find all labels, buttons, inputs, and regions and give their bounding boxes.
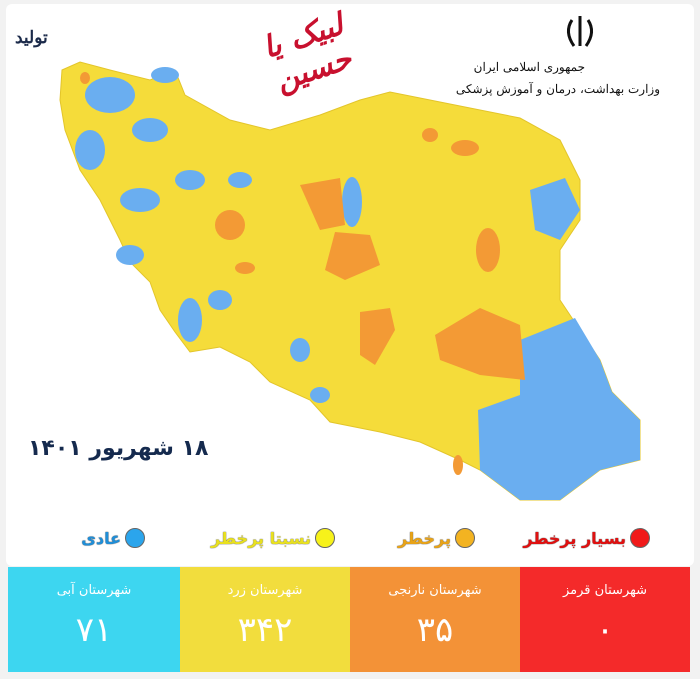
infographic-card xyxy=(6,4,694,566)
legend-label: پرخطر xyxy=(397,528,451,548)
count-label: شهرستان زرد xyxy=(227,583,303,598)
count-value: ۰ xyxy=(595,610,615,650)
legend-label: عادی xyxy=(81,528,121,548)
red-dot-icon xyxy=(630,528,650,548)
producer-logo: تولید xyxy=(15,28,48,48)
iran-risk-map xyxy=(59,61,641,501)
count-value: ۳۴۲ xyxy=(237,610,293,650)
count-orange: شهرستان نارنجی ۳۵ xyxy=(350,567,520,672)
blue-dot-icon xyxy=(125,528,145,548)
header-line-1: جمهوری اسلامی ایران xyxy=(473,60,585,74)
legend-label: نسبتا پرخطر xyxy=(211,528,311,548)
count-blue: شهرستان آبی ۷۱ xyxy=(8,567,180,672)
legend-moderate-risk: نسبتا پرخطر xyxy=(211,528,335,548)
count-label: شهرستان قرمز xyxy=(562,583,648,598)
legend-very-high-risk: بسیار پرخطر xyxy=(523,528,650,548)
legend-label: بسیار پرخطر xyxy=(523,528,626,548)
count-value: ۳۵ xyxy=(416,610,454,650)
count-value: ۷۱ xyxy=(75,610,113,650)
low-risk-regions xyxy=(75,67,640,500)
legend-normal: عادی xyxy=(81,528,145,548)
orange-dot-icon xyxy=(455,528,475,548)
yellow-dot-icon xyxy=(315,528,335,548)
iran-emblem-logo xyxy=(567,16,593,47)
count-yellow: شهرستان زرد ۳۴۲ xyxy=(180,567,350,672)
legend-high-risk: پرخطر xyxy=(398,528,475,548)
count-label: شهرستان آبی xyxy=(56,583,132,598)
header-line-2: وزارت بهداشت، درمان و آموزش پزشکی xyxy=(455,82,660,96)
high-risk-regions xyxy=(80,72,525,475)
count-label: شهرستان نارنجی xyxy=(388,583,482,598)
date-label: ۱۸ شهریور ۱۴۰۱ xyxy=(28,436,209,461)
count-red: شهرستان قرمز ۰ xyxy=(520,567,690,672)
